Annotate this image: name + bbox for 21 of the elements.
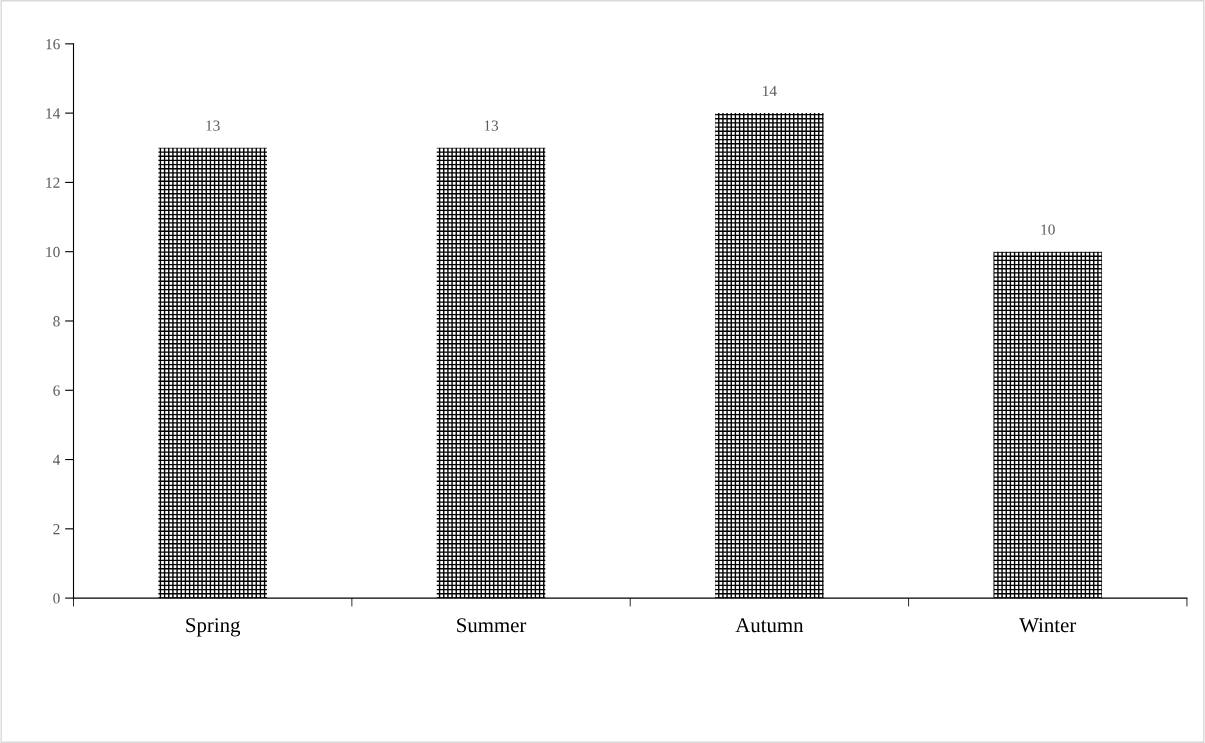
y-tick-label: 6 — [53, 385, 60, 396]
x-tick-label: Winter — [1019, 618, 1077, 633]
y-tick-label: 10 — [46, 246, 60, 258]
bar — [436, 147, 546, 599]
data-label: 14 — [763, 85, 777, 96]
data-label: 10 — [1041, 224, 1055, 235]
y-tick-label: 16 — [46, 39, 60, 50]
x-tick-label: Spring — [186, 618, 241, 637]
y-tick-label: 0 — [53, 593, 60, 604]
bar — [993, 251, 1103, 599]
data-label: 13 — [484, 120, 499, 131]
bar — [715, 113, 824, 599]
y-tick-label: 8 — [53, 316, 60, 327]
y-tick-label: 14 — [46, 108, 61, 119]
x-tick-label: Summer — [457, 618, 527, 633]
y-tick-label: 12 — [46, 177, 60, 188]
data-label: 13 — [206, 120, 220, 131]
y-tick-label: 2 — [53, 524, 60, 535]
y-tick-label: 4 — [52, 454, 61, 465]
bar — [158, 147, 267, 599]
x-tick-label: Autumn — [735, 618, 804, 633]
